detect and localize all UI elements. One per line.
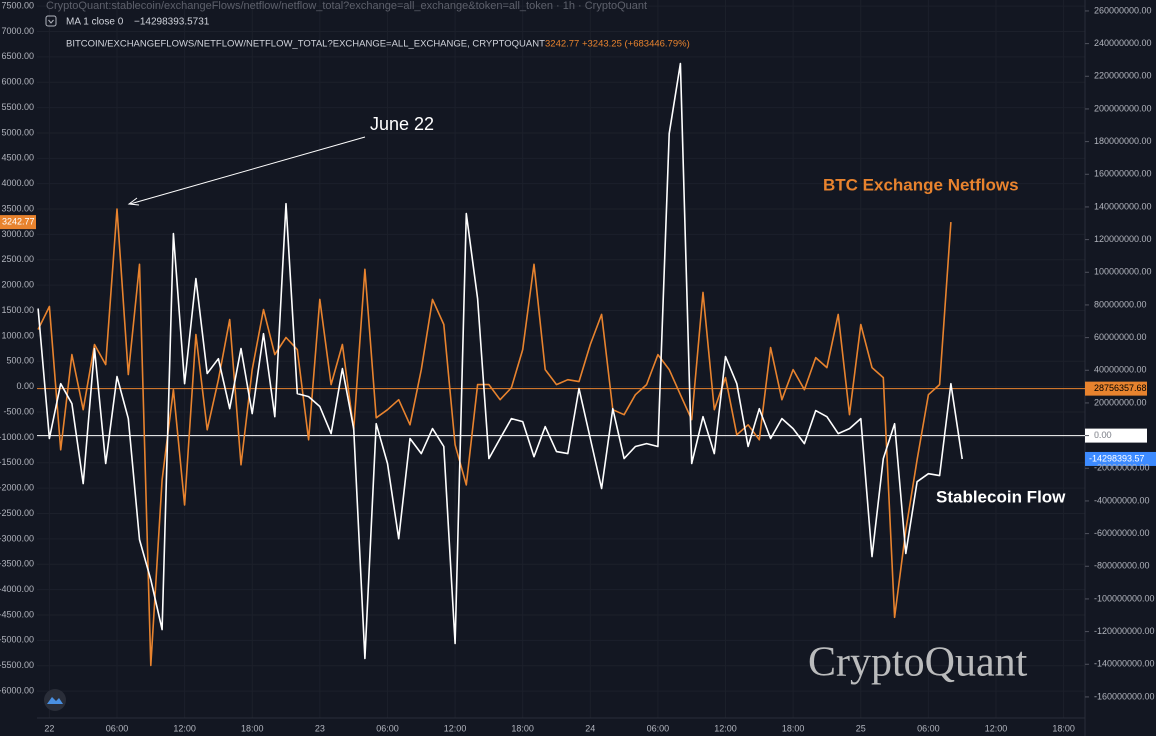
y2-tick-label: 120000000.00 xyxy=(1094,234,1152,244)
series-line xyxy=(37,208,952,667)
y-tick-label: -1500.00 xyxy=(0,457,34,467)
series-line xyxy=(37,62,963,660)
symbol: BITCOIN/EXCHANGEFLOWS/NETFLOW/NETFLOW_TO… xyxy=(66,39,545,50)
x-tick-label: 12:00 xyxy=(714,723,737,733)
y-tick-label: -2500.00 xyxy=(0,508,34,518)
x-tick-label: 18:00 xyxy=(1052,723,1075,733)
y-tick-label: 6500.00 xyxy=(1,51,34,61)
y-tick-label: 6000.00 xyxy=(1,77,34,87)
y2-tick-label: 240000000.00 xyxy=(1094,38,1152,48)
watermark: CryptoQuant xyxy=(808,640,1028,686)
x-tick-label: 12:00 xyxy=(173,723,196,733)
last-value-label: 3242.77 xyxy=(2,216,35,226)
x-tick-label: 24 xyxy=(585,723,595,733)
y-tick-label: 7000.00 xyxy=(1,26,34,36)
y-tick-label: -2000.00 xyxy=(0,483,34,493)
y-tick-label: 4500.00 xyxy=(1,153,34,163)
y-tick-label: 4000.00 xyxy=(1,178,34,188)
y2-tick-label: 60000000.00 xyxy=(1094,332,1147,342)
price-badge-label: 28756357.68 xyxy=(1094,383,1147,393)
y2-tick-label: -60000000.00 xyxy=(1094,528,1150,538)
x-tick-label: 06:00 xyxy=(917,723,940,733)
y2-tick-label: -40000000.00 xyxy=(1094,495,1150,505)
y-tick-label: 0.00 xyxy=(16,381,34,391)
y2-tick-label: 160000000.00 xyxy=(1094,169,1152,179)
legend-entry: Stablecoin Flow xyxy=(936,487,1066,506)
y-tick-label: -5500.00 xyxy=(0,660,34,670)
symbol-quote: 3242.77 +3243.25 (+683446.79%) xyxy=(545,39,690,50)
y2-tick-label: -160000000.00 xyxy=(1094,691,1155,701)
y-tick-label: 2500.00 xyxy=(1,254,34,264)
y-tick-label: -3000.00 xyxy=(0,533,34,543)
annotation: June 22 xyxy=(370,114,434,134)
x-tick-label: 25 xyxy=(856,723,866,733)
price-badge xyxy=(1085,428,1147,443)
y2-tick-label: 140000000.00 xyxy=(1094,201,1152,211)
annotation-arrow xyxy=(129,136,366,205)
collapse-toggle[interactable] xyxy=(45,15,57,27)
header: CryptoQuant:stablecoin/exchangeFlows/net… xyxy=(46,0,647,12)
y-tick-label: -500.00 xyxy=(3,406,34,416)
y2-tick-label: 200000000.00 xyxy=(1094,103,1152,113)
x-tick-label: 06:00 xyxy=(106,723,129,733)
y-tick-label: 1500.00 xyxy=(1,305,34,315)
grid xyxy=(37,0,1085,718)
price-badge xyxy=(1085,381,1147,396)
y2-tick-label: 220000000.00 xyxy=(1094,71,1152,81)
ma-label: MA 1 close 0 xyxy=(66,17,124,28)
y2-tick-label: 80000000.00 xyxy=(1094,299,1147,309)
y2-tick-label: 40000000.00 xyxy=(1094,365,1147,375)
y-tick-label: 3500.00 xyxy=(1,203,34,213)
last-value-label: -14298393.57 xyxy=(1089,453,1145,463)
x-tick-label: 22 xyxy=(44,723,54,733)
y2-tick-label: 260000000.00 xyxy=(1094,5,1152,15)
y-tick-label: -6000.00 xyxy=(0,685,34,695)
y-tick-label: 7500.00 xyxy=(1,0,34,10)
x-tick-label: 18:00 xyxy=(782,723,805,733)
plot: 28756357.68 0.00 3242.77 -14298393.57 xyxy=(0,62,1156,667)
x-tick-label: 18:00 xyxy=(511,723,534,733)
y-tick-label: -5000.00 xyxy=(0,635,34,645)
chevron-icon xyxy=(48,19,54,24)
x-tick-label: 23 xyxy=(315,723,325,733)
y-tick-label: -4500.00 xyxy=(0,609,34,619)
y-tick-label: 3000.00 xyxy=(1,229,34,239)
legend-entry: BTC Exchange Netflows xyxy=(823,175,1019,194)
y2-tick-label: -120000000.00 xyxy=(1094,626,1155,636)
y-tick-label: 5500.00 xyxy=(1,102,34,112)
y-tick-label: -3500.00 xyxy=(0,559,34,569)
y2-tick-label: 20000000.00 xyxy=(1094,397,1147,407)
x-tick-label: 06:00 xyxy=(647,723,670,733)
logo-icon xyxy=(47,697,63,704)
y2-tick-label: -140000000.00 xyxy=(1094,659,1155,669)
x-tick-label: 06:00 xyxy=(376,723,399,733)
y2-tick-label: 0.00 xyxy=(1094,430,1112,440)
arrow-head xyxy=(127,197,140,206)
y2-tick-label: 180000000.00 xyxy=(1094,136,1152,146)
y-tick-label: 5000.00 xyxy=(1,127,34,137)
price-badge-label: 0.00 xyxy=(1094,430,1112,440)
y-tick-label: 2000.00 xyxy=(1,280,34,290)
ma-value: −14298393.5731 xyxy=(134,17,210,28)
x-tick-label: 18:00 xyxy=(241,723,264,733)
y-tick-label: 500.00 xyxy=(6,356,34,366)
y2-tick-label: -20000000.00 xyxy=(1094,463,1150,473)
x-tick-label: 12:00 xyxy=(444,723,467,733)
y-tick-label: -1000.00 xyxy=(0,432,34,442)
last-value-badge xyxy=(0,215,36,230)
y2-tick-label: -100000000.00 xyxy=(1094,593,1155,603)
last-value-badge xyxy=(1085,451,1156,466)
x-tick-label: 12:00 xyxy=(985,723,1008,733)
y2-tick-label: 100000000.00 xyxy=(1094,267,1152,277)
y-tick-label: -4000.00 xyxy=(0,584,34,594)
y-tick-label: 1000.00 xyxy=(1,330,34,340)
y2-tick-label: -80000000.00 xyxy=(1094,561,1150,571)
